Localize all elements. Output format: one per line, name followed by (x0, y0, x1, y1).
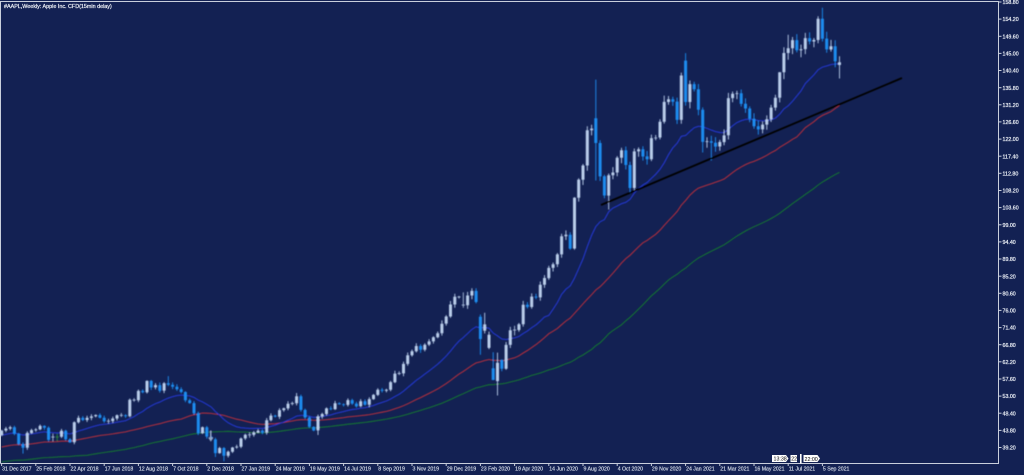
svg-text:19 May 2019: 19 May 2019 (310, 467, 340, 473)
svg-text:76.00: 76.00 (1003, 309, 1016, 315)
svg-text:89.80: 89.80 (1003, 257, 1016, 263)
svg-text:158.80: 158.80 (1003, 0, 1019, 6)
svg-text:5 Sep 2021: 5 Sep 2021 (823, 467, 850, 473)
svg-text:131.20: 131.20 (1003, 103, 1019, 109)
svg-text:126.60: 126.60 (1003, 120, 1019, 126)
svg-text:80.60: 80.60 (1003, 291, 1016, 297)
svg-text:29 Dec 2019: 29 Dec 2019 (447, 467, 477, 473)
svg-text:103.60: 103.60 (1003, 206, 1019, 212)
svg-text:12 Aug 2018: 12 Aug 2018 (139, 467, 168, 473)
svg-text:135.80: 135.80 (1003, 86, 1019, 92)
svg-text:71.40: 71.40 (1003, 326, 1016, 332)
svg-text:23 Feb 2020: 23 Feb 2020 (481, 467, 510, 473)
svg-text:94.40: 94.40 (1003, 240, 1016, 246)
svg-text:19 Apr 2020: 19 Apr 2020 (515, 467, 543, 473)
svg-text:8 Sep 2019: 8 Sep 2019 (378, 467, 405, 473)
svg-text:11 Jul 2021: 11 Jul 2021 (789, 467, 816, 473)
svg-text:9 Aug 2020: 9 Aug 2020 (584, 467, 610, 473)
svg-text:39.20: 39.20 (1003, 446, 1016, 452)
svg-text:21 Mar 2021: 21 Mar 2021 (720, 467, 749, 473)
svg-text:62.20: 62.20 (1003, 360, 1016, 366)
svg-text:112.80: 112.80 (1003, 171, 1019, 177)
svg-text:24 Mar 2019: 24 Mar 2019 (276, 467, 305, 473)
svg-text:117.40: 117.40 (1003, 154, 1019, 160)
svg-text:154.20: 154.20 (1003, 17, 1019, 23)
svg-text:22: 22 (791, 457, 797, 463)
svg-text:29 Nov 2020: 29 Nov 2020 (652, 467, 682, 473)
svg-text:22 Apr 2018: 22 Apr 2018 (71, 467, 99, 473)
svg-text:3 Nov 2019: 3 Nov 2019 (413, 467, 440, 473)
svg-text:57.60: 57.60 (1003, 377, 1016, 383)
svg-text:43.80: 43.80 (1003, 429, 1016, 435)
svg-text:13:38: 13:38 (774, 457, 787, 463)
svg-text:17 Jun 2018: 17 Jun 2018 (105, 467, 134, 473)
svg-text:53.00: 53.00 (1003, 394, 1016, 400)
svg-text:16 May 2021: 16 May 2021 (755, 467, 785, 473)
svg-text:14 Jun 2020: 14 Jun 2020 (549, 467, 578, 473)
svg-text:22:00: 22:00 (805, 457, 818, 463)
svg-text:4 Oct 2020: 4 Oct 2020 (618, 467, 643, 473)
svg-text:14 Jul 2019: 14 Jul 2019 (344, 467, 371, 473)
svg-text:7 Oct 2018: 7 Oct 2018 (173, 467, 198, 473)
svg-text:31 Dec 2017: 31 Dec 2017 (2, 467, 32, 473)
svg-text:99.00: 99.00 (1003, 223, 1016, 229)
svg-text:2 Dec 2018: 2 Dec 2018 (207, 467, 234, 473)
svg-text:145.00: 145.00 (1003, 52, 1019, 58)
svg-text:122.00: 122.00 (1003, 137, 1019, 143)
svg-text:48.40: 48.40 (1003, 411, 1016, 417)
svg-text:27 Jan 2019: 27 Jan 2019 (242, 467, 271, 473)
svg-text:24 Jan 2021: 24 Jan 2021 (686, 467, 715, 473)
svg-text:25 Feb 2018: 25 Feb 2018 (36, 467, 65, 473)
svg-text:140.40: 140.40 (1003, 69, 1019, 75)
svg-text:#AAPL,Weekly: Apple Inc. CFD(: #AAPL,Weekly: Apple Inc. CFD(15min delay… (4, 4, 112, 10)
svg-text:85.20: 85.20 (1003, 274, 1016, 280)
svg-text:149.60: 149.60 (1003, 34, 1019, 40)
svg-text:108.20: 108.20 (1003, 189, 1019, 195)
svg-text:66.80: 66.80 (1003, 343, 1016, 349)
